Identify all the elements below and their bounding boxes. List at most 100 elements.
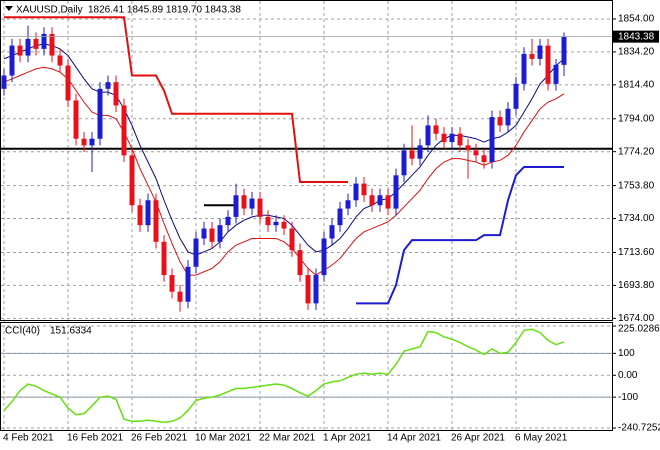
cci-title: CCI(40) [5,326,40,337]
candle-body [89,138,95,146]
candle-body [457,133,463,146]
candle-body [161,241,167,276]
candle-body [529,53,535,59]
candle-body [1,75,7,89]
candle-body [465,145,471,151]
candle-body [361,183,367,196]
candle-body [241,195,247,209]
candle-body [97,88,103,139]
candle-body [433,125,439,134]
candle-body [545,45,551,84]
x-tick-label: 4 Feb 2021 [3,433,54,444]
y-tick-label: 1753.80 [618,180,655,191]
candle-body [409,150,415,159]
y-tick-label: 1854.00 [618,14,655,25]
candle-body [305,275,311,304]
candle-body [65,65,71,101]
x-tick-label: 6 May 2021 [515,433,568,444]
candle-body [225,216,231,226]
candle-body [385,195,391,209]
x-tick-label: 16 Feb 2021 [67,433,124,444]
y-tick-label: 1713.60 [618,247,655,258]
candle-body [281,221,287,229]
candle-body [249,198,255,209]
candle-body [121,105,127,156]
price-pane-frame [0,0,613,321]
candle-body [129,155,135,206]
candle-body [505,108,511,126]
candle-body [193,238,199,267]
plot-layer [1,1,612,430]
y-tick-label: 0.00 [618,370,638,381]
candle-body [233,195,239,217]
candle-body [297,250,303,276]
candle-body [49,33,55,56]
x-tick-label: 14 Apr 2021 [387,433,441,444]
y-tick-label: 1834.20 [618,47,655,58]
candle-body [105,82,111,89]
candle-body [137,205,143,226]
y-tick-label: 1734.00 [618,213,655,224]
candle-body [9,45,15,76]
candle-body [481,155,487,162]
candle-body [17,45,23,56]
y-tick-label: 225.0286 [618,324,660,335]
candle-body [289,228,295,251]
candle-body [257,198,263,217]
candle-body [553,64,559,84]
price-tag-label: 1843.38 [618,31,655,42]
candle-body [177,291,183,302]
candle-body [217,225,223,242]
candle-body [169,275,175,292]
candle-body [393,175,399,209]
candle-body [185,266,191,302]
cci-pane-frame [0,322,613,431]
y-tick-label: -240.7252 [618,423,660,434]
candle-body [473,150,479,156]
candle-body [41,33,47,49]
candle-body [441,133,447,143]
y-tick-label: 1674.00 [618,313,655,324]
candle-body [57,55,63,66]
candle-body [521,53,527,84]
candle-body [377,195,383,206]
candle-body [25,38,31,56]
price-tag [613,30,659,43]
candle-body [145,200,151,226]
indicator-line [3,66,565,276]
x-tick-label: 26 Feb 2021 [131,433,188,444]
candle-body [329,225,335,239]
candle-body [513,83,519,109]
candle-body [537,45,543,59]
y-tick-label: 1693.80 [618,280,655,291]
y-tick-label: 1774.20 [618,146,655,157]
x-tick-label: 22 Mar 2021 [259,433,316,444]
candle-body [425,125,431,146]
candle-body [497,117,503,126]
candle-body [489,117,495,162]
candle-body [417,145,423,159]
indicator-line [356,165,564,305]
y-tick-label: 100 [618,348,635,359]
candle-body [273,221,279,226]
candle-body [113,82,119,106]
candle-body [345,200,351,209]
ohlc-label: 1826.41 1845.89 1819.70 1843.38 [88,5,241,16]
pane-arrow [5,6,13,11]
candle-body [201,228,207,239]
candle-body [153,200,159,242]
y-tick-label: -100 [618,392,638,403]
cci-line [3,328,565,424]
candle-body [321,238,327,276]
x-tick-label: 10 Mar 2021 [195,433,252,444]
candle-body [369,195,375,206]
indicator-line [4,16,348,183]
y-tick-label: 1794.00 [618,113,655,124]
candle-body [337,208,343,226]
y-tick-label: 1814.40 [618,79,655,90]
candle-body [401,150,407,176]
candle-body [209,228,215,242]
cci-value: 151.6334 [50,326,92,337]
candle-body [449,133,455,143]
candle-body [353,183,359,201]
